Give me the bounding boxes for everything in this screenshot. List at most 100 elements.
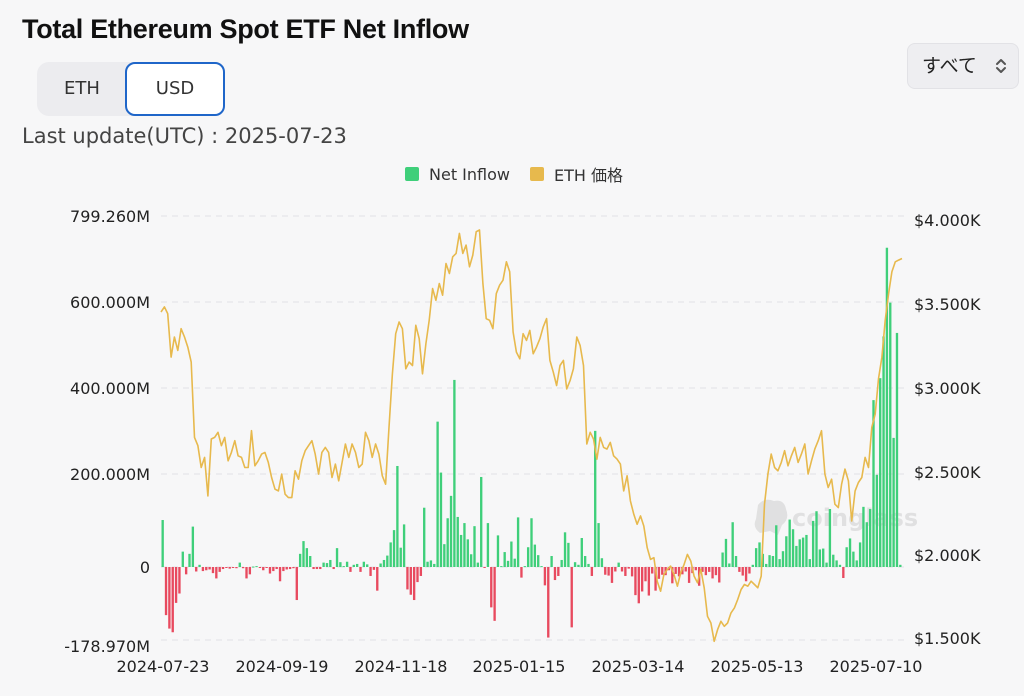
inflow-bar[interactable] [785,536,788,567]
inflow-bar[interactable] [181,551,184,567]
inflow-bar[interactable] [161,520,164,567]
inflow-bar[interactable] [852,551,855,567]
inflow-bar[interactable] [761,553,765,567]
inflow-bar[interactable] [684,567,687,572]
inflow-bar[interactable] [627,567,630,569]
inflow-bar[interactable] [587,563,590,567]
inflow-bar[interactable] [510,541,513,567]
inflow-bar[interactable] [352,564,355,567]
inflow-bar[interactable] [443,544,446,567]
inflow-bar[interactable] [218,567,221,572]
inflow-bar[interactable] [771,556,775,567]
inflow-bar[interactable] [533,544,537,567]
inflow-bar[interactable] [463,523,466,567]
inflow-bar[interactable] [671,567,674,584]
inflow-bar[interactable] [282,567,285,572]
inflow-bar[interactable] [168,567,171,629]
inflow-bar[interactable] [573,562,577,567]
inflow-bar[interactable] [647,567,651,596]
inflow-bar[interactable] [580,538,583,567]
inflow-bar[interactable] [855,560,858,567]
inflow-bar[interactable] [889,302,892,567]
inflow-bar[interactable] [292,567,295,569]
inflow-bar[interactable] [604,567,607,575]
inflow-bar[interactable] [402,524,406,567]
inflow-bar[interactable] [221,567,225,570]
inflow-bar[interactable] [879,378,882,567]
inflow-bar[interactable] [885,247,889,568]
inflow-bar[interactable] [503,552,506,567]
inflow-bar[interactable] [278,567,282,582]
inflow-bar[interactable] [899,564,902,567]
inflow-bar[interactable] [272,567,275,572]
inflow-bar[interactable] [396,465,399,567]
inflow-bar[interactable] [607,567,610,576]
inflow-bar[interactable] [822,548,825,567]
range-select[interactable]: すべて [907,43,1019,89]
inflow-bar[interactable] [644,567,647,582]
inflow-bar[interactable] [630,567,634,577]
inflow-bar[interactable] [801,537,805,567]
inflow-bar[interactable] [711,567,714,579]
inflow-bar[interactable] [815,511,818,567]
inflow-bar[interactable] [409,567,412,595]
inflow-bar[interactable] [540,566,543,568]
inflow-bar[interactable] [835,560,838,567]
inflow-bar[interactable] [342,566,345,568]
inflow-bar[interactable] [704,567,708,576]
inflow-bar[interactable] [275,567,278,570]
inflow-bar[interactable] [466,539,469,567]
inflow-bar[interactable] [332,567,335,570]
inflow-bar[interactable] [875,474,879,567]
inflow-bar[interactable] [657,567,661,579]
inflow-bar[interactable] [677,567,681,577]
inflow-bar[interactable] [838,564,842,567]
inflow-bar[interactable] [594,430,597,567]
inflow-bar[interactable] [577,564,580,567]
inflow-bar[interactable] [583,556,587,567]
inflow-bar[interactable] [268,567,272,574]
inflow-bar[interactable] [191,526,195,567]
inflow-bar[interactable] [245,567,248,579]
inflow-bar[interactable] [309,556,312,567]
inflow-bar[interactable] [845,547,848,567]
inflow-bar[interactable] [614,567,617,572]
inflow-bar[interactable] [195,567,198,572]
inflow-bar[interactable] [493,567,496,621]
inflow-bar[interactable] [198,564,201,567]
inflow-bar[interactable] [805,534,808,567]
inflow-bar[interactable] [389,542,392,567]
inflow-bar[interactable] [319,567,322,570]
inflow-bar[interactable] [376,567,379,591]
inflow-bar[interactable] [288,567,292,570]
inflow-bar[interactable] [345,561,349,567]
inflow-bar[interactable] [795,545,798,567]
inflow-bar[interactable] [476,562,480,567]
inflow-bar[interactable] [359,567,362,572]
inflow-bar[interactable] [423,507,426,567]
inflow-bar[interactable] [235,567,238,569]
inflow-bar[interactable] [798,539,801,567]
inflow-bar[interactable] [778,559,781,567]
inflow-bar[interactable] [459,534,463,567]
inflow-bar[interactable] [480,476,483,567]
inflow-bar[interactable] [335,548,339,567]
inflow-bar[interactable] [188,553,191,567]
inflow-bar[interactable] [634,567,637,596]
inflow-bar[interactable] [456,516,459,567]
inflow-bar[interactable] [543,567,547,586]
inflow-bar[interactable] [537,555,540,567]
inflow-bar[interactable] [469,554,473,567]
inflow-bar[interactable] [265,567,268,568]
inflow-bar[interactable] [446,518,449,567]
inflow-bar[interactable] [362,561,366,567]
inflow-bar[interactable] [808,559,811,567]
inflow-bar[interactable] [184,567,188,575]
inflow-bar[interactable] [563,532,567,567]
inflow-bar[interactable] [392,530,396,567]
inflow-bar[interactable] [416,567,419,583]
inflow-bar[interactable] [744,567,748,582]
inflow-bar[interactable] [473,526,476,567]
inflow-bar[interactable] [610,567,614,583]
legend-item-net-inflow[interactable]: Net Inflow [405,165,510,184]
